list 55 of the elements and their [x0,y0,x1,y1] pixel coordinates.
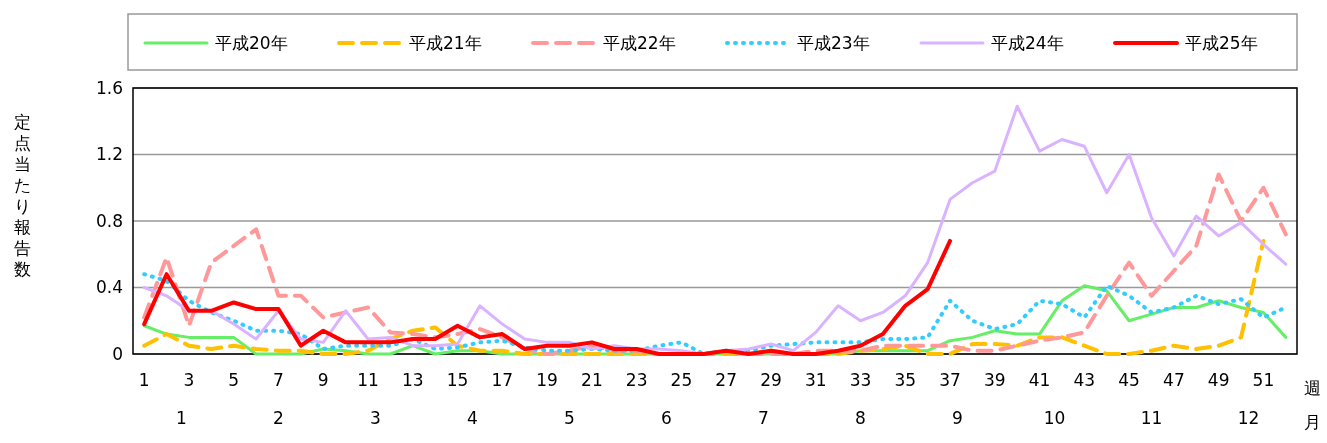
x-tick-label: 21 [581,370,603,390]
line-series [142,238,953,356]
x-tick-label: 5 [228,370,240,390]
x2-axis-title: 月 [1303,412,1321,432]
x-tick-label: 1 [138,370,150,390]
x2-tick-label: 10 [1043,408,1066,428]
x-tick-label: 7 [273,370,284,390]
x-tick-label: 19 [536,370,558,390]
x-tick-label: 43 [1073,370,1096,390]
y-axis-title: 定点当たり報告数 [13,112,31,279]
x-tick-label: 15 [446,370,469,390]
x-axis-title: 週 [1303,378,1321,398]
x2-tick-label: 5 [564,408,575,428]
legend-label: 平成21年 [409,32,482,53]
line-series [142,238,1266,356]
y-tick-label: 0 [112,343,123,364]
x-tick-label: 31 [804,370,827,390]
x-tick-label: 47 [1163,370,1185,390]
x-tick-label: 33 [849,370,872,390]
y-tick-label: 0.4 [95,277,123,298]
x2-tick-label: 7 [758,408,769,428]
x2-tick-label: 2 [273,408,284,428]
y-tick-label: 1.2 [95,144,123,165]
x-tick-label: 51 [1252,370,1275,390]
x-tick-label: 39 [983,370,1006,390]
x-tick-label: 23 [625,370,648,390]
x-tick-label: 25 [670,370,693,390]
x2-tick-label: 8 [855,408,866,428]
x2-tick-label: 6 [661,408,672,428]
x2-tick-label: 12 [1237,408,1260,428]
y-tick-label: 1.6 [95,77,123,98]
x2-tick-label: 9 [952,408,963,428]
legend-label: 平成20年 [215,32,288,53]
x-tick-label: 17 [491,370,514,390]
legend-label: 平成22年 [603,32,676,53]
x-tick-label: 27 [715,370,738,390]
legend-label: 平成23年 [797,32,870,53]
x-tick-label: 49 [1207,370,1230,390]
x-tick-label: 37 [939,370,961,390]
x-tick-label: 9 [317,370,329,390]
x-tick-label: 13 [401,370,424,390]
x2-tick-label: 4 [467,408,478,428]
y-tick-label: 0.8 [95,210,123,231]
x-tick-label: 35 [894,370,917,390]
x-tick-label: 41 [1028,370,1051,390]
x-tick-label: 3 [183,370,195,390]
x2-tick-label: 11 [1140,408,1163,428]
x-tick-label: 11 [357,370,379,390]
x-tick-label: 45 [1118,370,1140,390]
legend-label: 平成24年 [991,32,1064,53]
legend-label: 平成25年 [1185,32,1258,53]
x-tick-label: 29 [760,370,782,390]
x2-tick-label: 1 [176,408,187,428]
x2-tick-label: 3 [370,408,381,428]
line-series [142,172,1288,356]
